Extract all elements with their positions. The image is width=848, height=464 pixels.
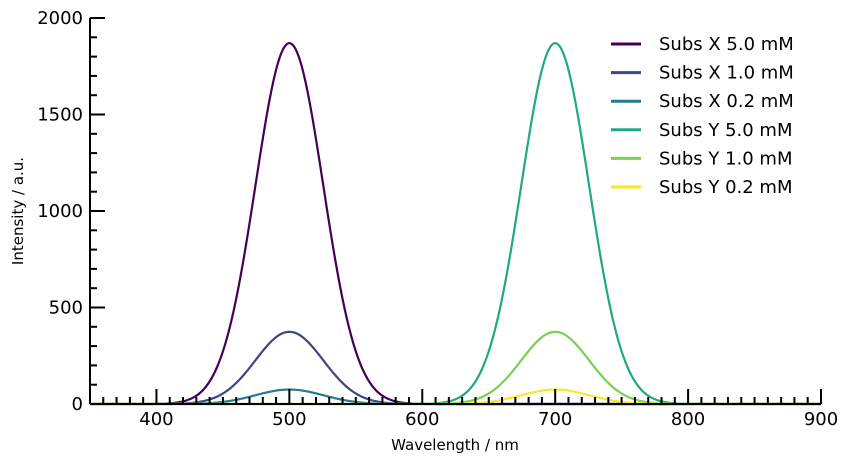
legend-label-2: Subs X 1.0 mM <box>659 63 794 84</box>
y-tick-label: 1500 <box>37 105 83 126</box>
x-tick-label: 800 <box>671 409 705 430</box>
axes-layer: 400 500 600 700 800 900 0 500 1000 1500 2000 <box>37 8 838 430</box>
y-tick-label: 2000 <box>37 8 83 29</box>
legend-label-4: Subs Y 5.0 mM <box>659 120 793 141</box>
legend: Subs X 5.0 mM Subs X 1.0 mM Subs X 0.2 mM S… <box>611 34 794 198</box>
y-tick-label: 500 <box>49 298 83 319</box>
x-tick-label: 900 <box>804 409 838 430</box>
x-tick-label: 500 <box>272 409 306 430</box>
legend-label-6: Subs Y 0.2 mM <box>659 177 793 198</box>
x-tick-label: 700 <box>538 409 572 430</box>
legend-label-5: Subs Y 1.0 mM <box>659 148 793 169</box>
x-tick-label: 400 <box>139 409 173 430</box>
x-axis-label: Wavelength / nm <box>391 436 519 454</box>
y-axis-label: Intensity / a.u. <box>9 157 27 265</box>
legend-label-3: Subs X 0.2 mM <box>659 91 794 112</box>
x-tick-label: 600 <box>405 409 439 430</box>
y-tick-label: 1000 <box>37 201 83 222</box>
y-tick-label: 0 <box>72 394 83 415</box>
legend-label-1: Subs X 5.0 mM <box>659 34 794 55</box>
